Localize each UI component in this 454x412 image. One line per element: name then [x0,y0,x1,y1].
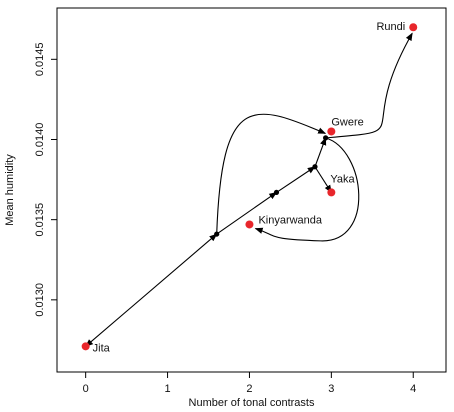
y-tick-label: 0.0140 [34,123,46,157]
axes: 0 1 2 3 4 0.0130 0.0135 0.0140 0.0145 [34,7,447,395]
x-tick-label: 2 [246,383,252,395]
point-label-gwere: Gwere [331,116,363,128]
edge-upper-yaka [314,166,332,194]
x-tick-label: 3 [328,383,334,395]
internal-node [273,189,280,196]
edge-node-kinyarwanda [254,137,360,242]
point-rundi [409,23,418,32]
edge-root-gwere [216,113,327,235]
x-axis-label: Number of tonal contrasts [189,397,315,409]
edge-mid-upper [276,166,316,193]
point-label-rundi: Rundi [376,21,405,33]
edge-root-mid [216,191,278,235]
tree-edges [85,32,413,347]
edge-upper-node [314,137,327,167]
point-label-kinyarwanda: Kinyarwanda [258,214,322,226]
y-tick-label: 0.0135 [34,203,46,237]
y-tick-label: 0.0130 [34,283,46,317]
internal-node [323,135,329,141]
point-gwere [327,127,336,136]
edge-node-rundi [325,32,413,139]
x-tick-label: 4 [410,383,416,395]
plot-frame [56,7,447,373]
internal-node [214,231,220,237]
x-tick-label: 1 [164,383,170,395]
point-yaka [327,188,336,197]
y-tick-label: 0.0145 [34,42,46,76]
point-label-jita: Jita [93,342,111,354]
point-kinyarwanda [245,220,254,229]
point-jita [81,342,90,351]
point-label-yaka: Yaka [330,173,355,185]
edge-root-jita [85,233,218,347]
tree-nodes [214,135,329,237]
y-axis-label: Mean humidity [4,154,16,226]
internal-node [312,164,318,170]
x-tick-label: 0 [83,383,89,395]
tip-points: Jita Kinyarwanda Yaka Gwere Rundi [81,21,418,354]
